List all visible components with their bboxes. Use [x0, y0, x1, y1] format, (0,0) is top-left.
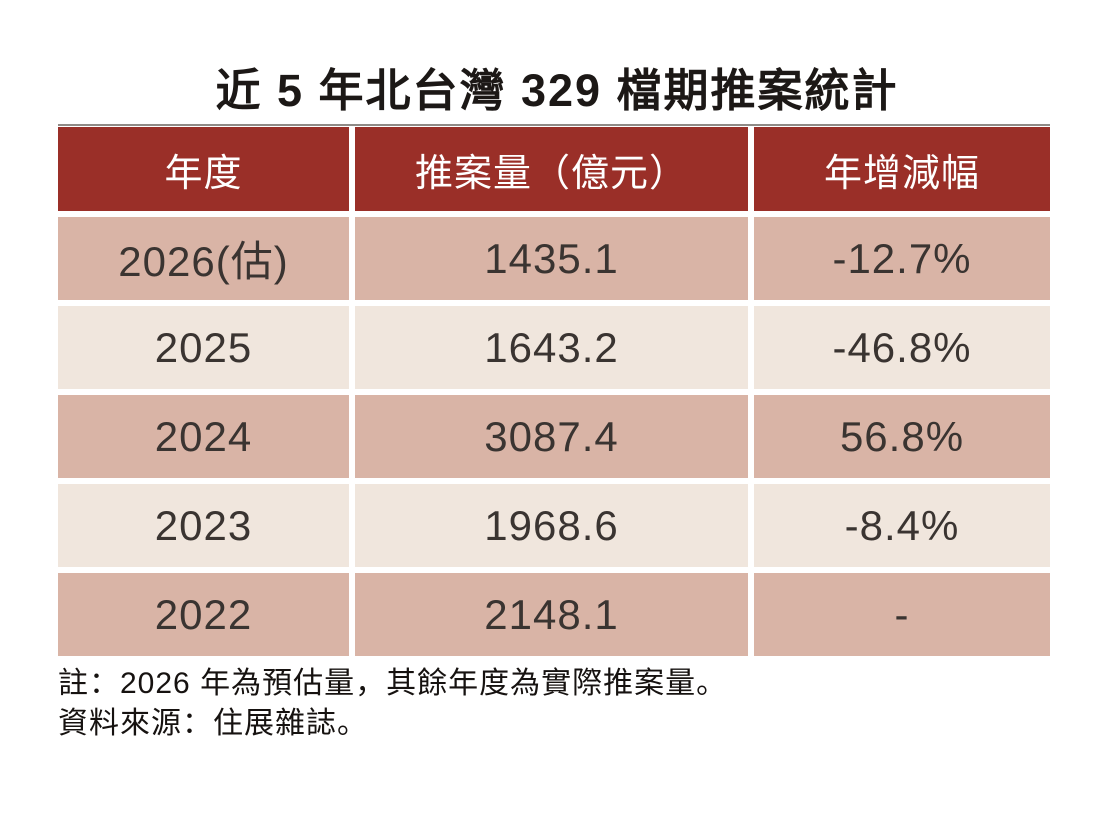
table-cell-yoy: -8.4% — [754, 484, 1050, 567]
table-cell-year: 2023 — [58, 484, 349, 567]
column-header-volume: 推案量（億元） — [355, 127, 748, 211]
stats-table: 年度 推案量（億元） 年增減幅 2026(估) 1435.1 -12.7% 20… — [58, 124, 1050, 656]
table-cell-yoy: - — [754, 573, 1050, 656]
estimate-note: 註：2026 年為預估量，其餘年度為實際推案量。 — [58, 667, 728, 700]
table-cell-volume: 1968.6 — [355, 484, 748, 567]
table-cell-year: 2024 — [58, 395, 349, 478]
table-cell-yoy: 56.8% — [754, 395, 1050, 478]
table-cell-volume: 3087.4 — [355, 395, 748, 478]
table-cell-year: 2026(估) — [58, 217, 349, 300]
table-cell-volume: 1643.2 — [355, 306, 748, 389]
table-cell-year: 2025 — [58, 306, 349, 389]
table-cell-volume: 1435.1 — [355, 217, 748, 300]
footnotes: 註：2026 年為預估量，其餘年度為實際推案量。 資料來源：住展雜誌。 — [58, 664, 727, 744]
table-cell-year: 2022 — [58, 573, 349, 656]
column-header-year: 年度 — [58, 127, 349, 211]
table-cell-yoy: -12.7% — [754, 217, 1050, 300]
table-cell-yoy: -46.8% — [754, 306, 1050, 389]
source-note: 資料來源：住展雜誌。 — [58, 707, 368, 740]
table-cell-volume: 2148.1 — [355, 573, 748, 656]
page-title: 近 5 年北台灣 329 檔期推案統計 — [215, 65, 899, 116]
column-header-yoy: 年增減幅 — [754, 127, 1050, 211]
